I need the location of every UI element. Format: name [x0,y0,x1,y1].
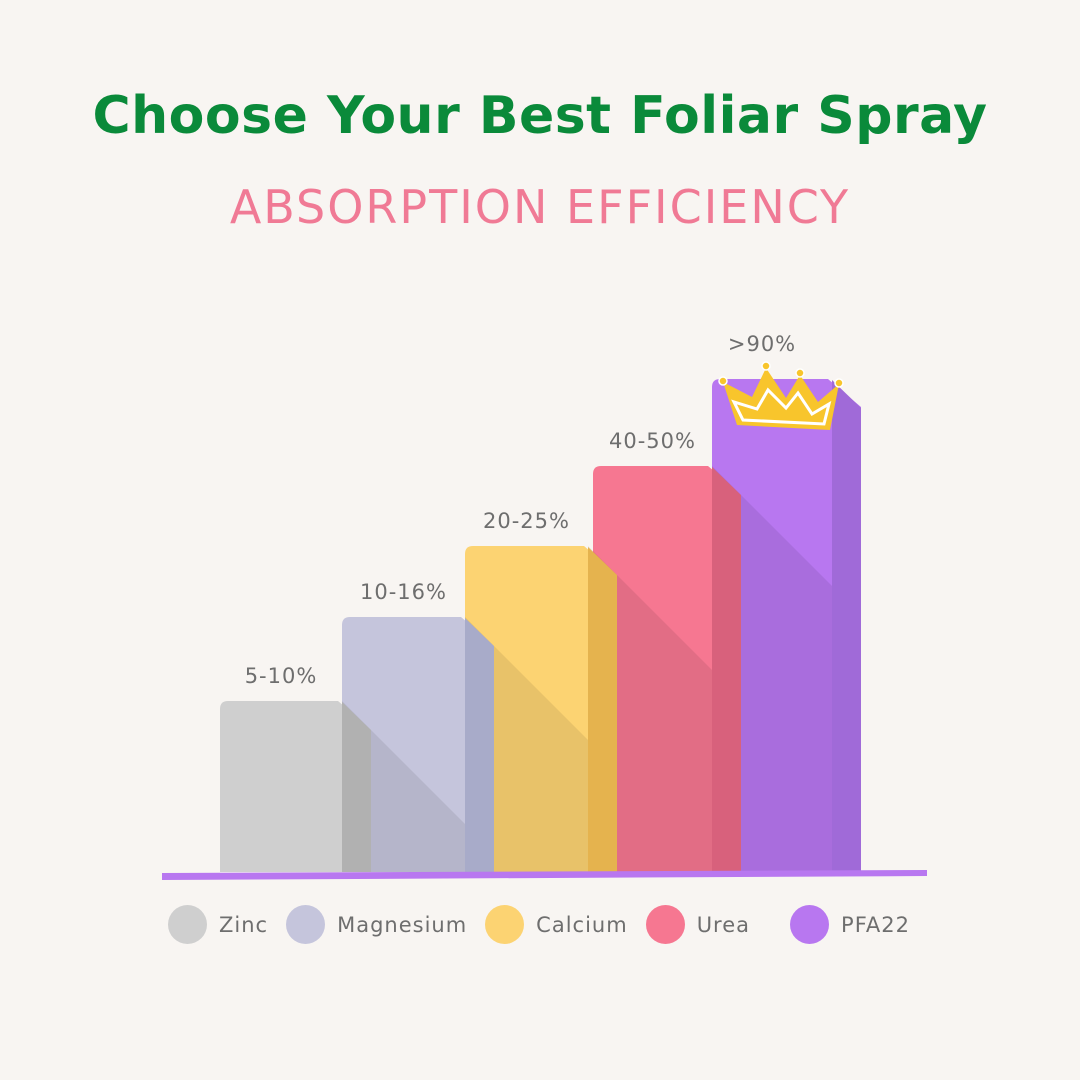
legend-label: Magnesium [337,912,468,937]
bar-shadow [465,617,588,872]
legend-item-zinc: Zinc [168,905,276,944]
legend-item-urea: Urea [645,905,758,944]
legend-swatch [645,905,685,944]
bar-side-face [342,702,371,872]
bar-zinc [220,701,371,872]
page-subtitle: ABSORPTION EFFICIENCY [229,180,851,234]
legend-swatch [286,905,326,944]
baseline-axis [162,870,927,880]
legend-item-magnesium: Magnesium [286,905,475,944]
legend-label: Urea [696,912,751,937]
bar-magnesium [342,617,494,872]
page-title: Choose Your Best Foliar Spray [92,86,988,146]
bar-shadow [588,546,712,872]
legend-swatch [790,905,830,944]
legend-label: PFA22 [841,912,910,937]
data-label: 40-50% [609,429,696,453]
bar-pfa22 [712,379,861,872]
bar-urea [593,466,741,872]
legend-swatch [485,905,525,944]
bar-calcium [465,546,617,872]
bar-shadow [342,701,465,872]
legend-label: Zinc [219,912,269,937]
legend-swatch [168,905,207,944]
crown-icon [718,361,844,430]
data-label: >90% [728,332,796,356]
bar-side-face [465,618,494,872]
legend-label: Calcium [536,912,628,937]
data-label: 20-25% [483,509,570,533]
bar-side-face [712,467,741,872]
legend-item-pfa22: PFA22 [790,905,918,944]
data-label: 10-16% [360,580,447,604]
bar-side-face [588,547,617,872]
legend: Zinc Magnesium Calcium Urea PFA22 [168,905,928,944]
bar-shadow [712,466,832,872]
bar-side-face [832,380,861,872]
data-label: 5-10% [245,664,318,688]
legend-item-calcium: Calcium [485,905,636,944]
